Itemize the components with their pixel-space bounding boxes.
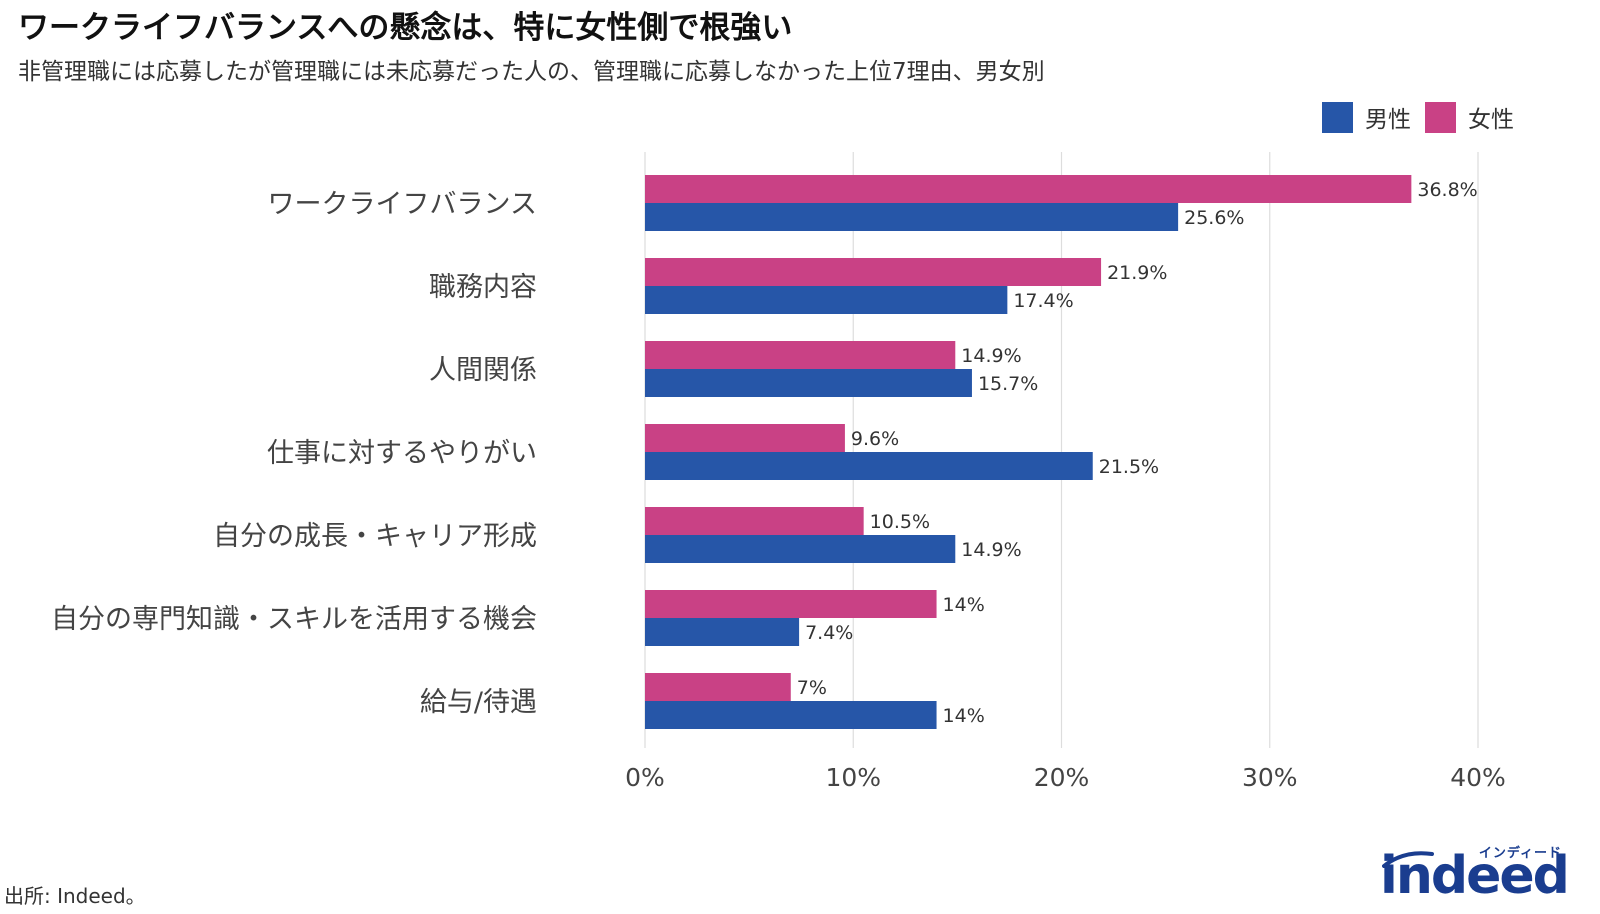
indeed-logo: インディード indeed [1380, 842, 1580, 906]
legend-label-female: 女性 [1468, 107, 1514, 133]
bar-chart: 0% 10% 20% 30% 40% ワークライフバランス 36.8% 25.6% 職務内容 21… [51, 152, 1506, 792]
chart-subtitle: 非管理職には応募したが管理職には未応募だった人の、管理職に応募しなかった上位7理… [18, 59, 1045, 85]
bar-male [645, 535, 956, 563]
logo-word: indeed [1380, 846, 1570, 906]
legend-label-male: 男性 [1365, 107, 1411, 133]
data-label: 7.4% [805, 622, 853, 644]
data-label: 21.5% [1099, 456, 1159, 478]
x-tick-label: 10% [825, 763, 881, 792]
data-label: 9.6% [851, 428, 899, 450]
category-label: 自分の専門知識・スキルを活用する機会 [51, 604, 537, 635]
legend-item-male: 男性 [1322, 100, 1411, 134]
bar-female [645, 424, 845, 452]
bar-male [645, 286, 1008, 314]
bar-male [645, 701, 937, 729]
data-label: 17.4% [1013, 290, 1073, 312]
category-label: 仕事に対するやりがい [267, 438, 537, 469]
data-label: 14% [943, 705, 985, 727]
data-label: 14.9% [961, 345, 1021, 367]
category-label: 人間関係 [429, 355, 537, 386]
bar-female [645, 341, 956, 369]
data-label: 10.5% [870, 511, 930, 533]
logo-kana: インディード [1478, 846, 1562, 861]
legend-swatch-male [1322, 101, 1353, 133]
x-tick-label: 0% [625, 763, 665, 792]
data-label: 15.7% [978, 373, 1038, 395]
legend-swatch-female [1425, 101, 1456, 133]
bar-male [645, 618, 800, 646]
bar-female [645, 673, 791, 701]
bar-male [645, 452, 1093, 480]
x-tick-label: 20% [1034, 763, 1090, 792]
chart-title: ワークライフバランスへの懸念は、特に女性側で根強い [18, 10, 793, 46]
data-label: 7% [797, 677, 827, 699]
data-label: 14.9% [961, 539, 1021, 561]
logo-arc-icon [1382, 851, 1434, 868]
category-label: ワークライフバランス [268, 189, 537, 220]
data-label: 36.8% [1417, 179, 1477, 201]
x-tick-label: 40% [1450, 763, 1506, 792]
bar-female [645, 590, 937, 618]
bar-female [645, 258, 1102, 286]
data-label: 21.9% [1107, 262, 1167, 284]
data-label: 25.6% [1184, 207, 1244, 229]
category-label: 自分の成長・キャリア形成 [213, 521, 537, 552]
bar-female [645, 175, 1412, 203]
x-tick-label: 30% [1242, 763, 1298, 792]
category-label: 職務内容 [429, 272, 537, 303]
category-label: 給与/待遇 [420, 687, 537, 718]
bar-male [645, 369, 972, 397]
legend: 男性 女性 [1322, 100, 1514, 134]
legend-item-female: 女性 [1425, 100, 1514, 134]
bar-female [645, 507, 864, 535]
data-label: 14% [943, 594, 985, 616]
source-note: 出所: Indeed。 [4, 884, 146, 908]
bar-male [645, 203, 1179, 231]
